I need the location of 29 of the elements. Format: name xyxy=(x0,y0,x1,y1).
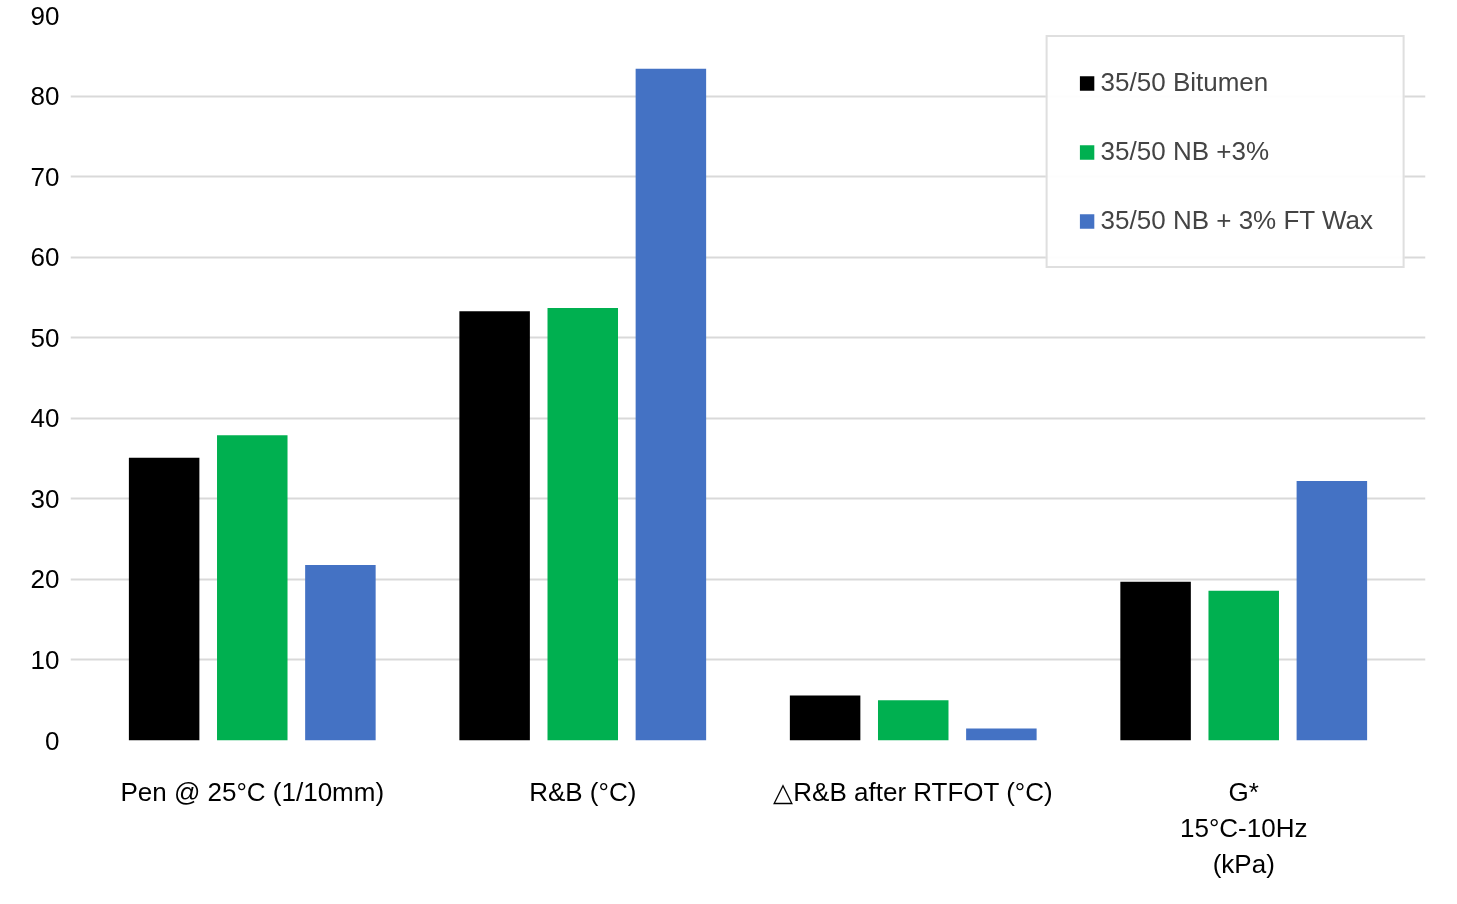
x-tick-label: △R&B after RTFOT (°C) xyxy=(773,776,1053,807)
bar xyxy=(1208,590,1279,741)
bar xyxy=(1296,481,1368,741)
bar xyxy=(789,695,861,741)
y-tick-label: 0 xyxy=(45,725,60,756)
bar xyxy=(305,564,376,741)
y-tick-label: 60 xyxy=(30,242,60,273)
y-tick-label: 70 xyxy=(30,161,60,192)
bar xyxy=(1120,581,1191,741)
y-tick-label: 40 xyxy=(30,403,60,434)
y-tick-label: 20 xyxy=(30,564,60,595)
bar xyxy=(459,311,530,741)
x-tick-label: Pen @ 25°C (1/10mm) xyxy=(120,776,385,807)
legend-label: 35/50 NB +3% xyxy=(1100,136,1269,167)
legend-label: 35/50 NB + 3% FT Wax xyxy=(1100,205,1373,236)
bar xyxy=(217,435,288,741)
y-tick-label: 30 xyxy=(30,483,60,514)
y-tick-label: 90 xyxy=(30,0,60,31)
y-tick-label: 50 xyxy=(30,322,60,353)
bar xyxy=(635,68,707,741)
y-tick-label: 10 xyxy=(30,644,60,675)
bar xyxy=(966,728,1037,741)
bar xyxy=(128,457,200,741)
x-tick-label: R&B (°C) xyxy=(529,776,637,807)
x-tick-label: G* 15°C-10Hz (kPa) xyxy=(1180,776,1308,879)
y-tick-label: 80 xyxy=(30,81,60,112)
bar xyxy=(547,307,619,741)
bar xyxy=(877,700,949,741)
legend-label: 35/50 Bitumen xyxy=(1100,67,1269,98)
